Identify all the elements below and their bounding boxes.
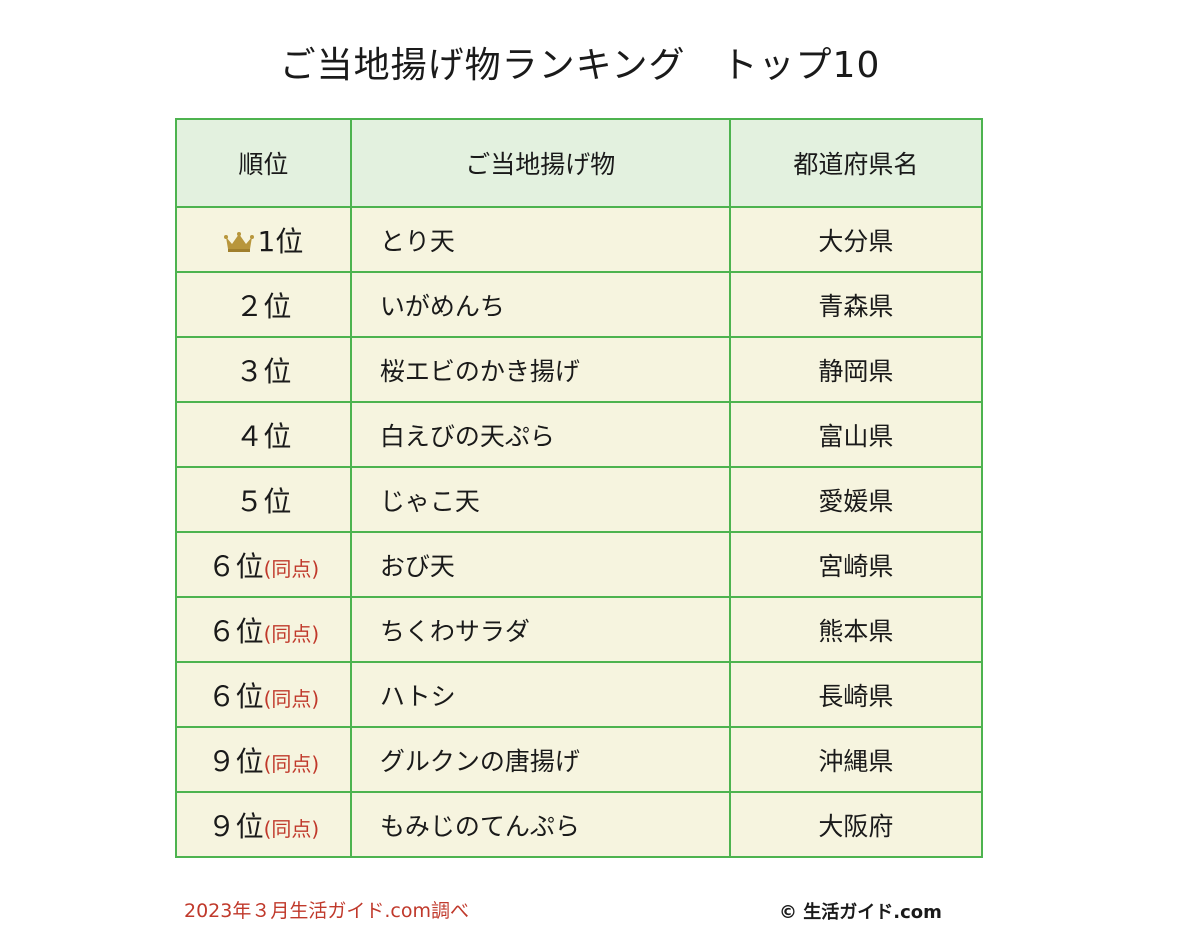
- table-row: ２位 いがめんち 青森県: [175, 271, 984, 338]
- rank-cell: ３位: [175, 336, 352, 403]
- table-row: ９位(同点) もみじのてんぷら 大阪府: [175, 791, 984, 858]
- rank-label: 1位: [257, 224, 304, 258]
- page-title: ご当地揚げ物ランキング トップ10: [0, 36, 1160, 88]
- crown-icon: [223, 230, 254, 259]
- tie-label: (同点): [263, 751, 320, 776]
- prefecture-cell: 静岡県: [728, 336, 984, 403]
- prefecture-cell: 熊本県: [728, 596, 984, 663]
- table-body: 1位 とり天 大分県 ２位 いがめんち 青森県 ３位 桜エビのかき揚げ 静岡県 …: [175, 206, 984, 858]
- prefecture-cell: 長崎県: [728, 661, 984, 728]
- prefecture-cell: 宮崎県: [728, 531, 984, 598]
- rank-label: ２位: [235, 289, 292, 323]
- tie-label: (同点): [263, 816, 320, 841]
- title-sub: トップ10: [721, 45, 881, 86]
- rank-cell: ９位(同点): [175, 791, 352, 858]
- rank-cell: ６位(同点): [175, 596, 352, 663]
- table-row: ６位(同点) ちくわサラダ 熊本県: [175, 596, 984, 663]
- copyright-notice: © 生活ガイド.com: [779, 902, 942, 923]
- rank-cell: ２位: [175, 271, 352, 338]
- food-cell: ハトシ: [349, 661, 731, 728]
- header-rank: 順位: [175, 118, 352, 208]
- ranking-table: 順位 ご当地揚げ物 都道府県名 1位 とり天 大分県: [175, 118, 984, 858]
- prefecture-cell: 大阪府: [728, 791, 984, 858]
- food-cell: 白えびの天ぷら: [349, 401, 731, 468]
- food-cell: とり天: [349, 206, 731, 273]
- food-cell: 桜エビのかき揚げ: [349, 336, 731, 403]
- table-row: 1位 とり天 大分県: [175, 206, 984, 273]
- rank-cell: ４位: [175, 401, 352, 468]
- food-cell: おび天: [349, 531, 731, 598]
- food-cell: ちくわサラダ: [349, 596, 731, 663]
- rank-label: ６位: [207, 679, 264, 713]
- rank-cell: ６位(同点): [175, 661, 352, 728]
- tie-label: (同点): [263, 556, 320, 581]
- food-cell: グルクンの唐揚げ: [349, 726, 731, 793]
- table-row: ６位(同点) おび天 宮崎県: [175, 531, 984, 598]
- table-header-row: 順位 ご当地揚げ物 都道府県名: [175, 118, 984, 208]
- rank-cell: ９位(同点): [175, 726, 352, 793]
- prefecture-cell: 大分県: [728, 206, 984, 273]
- header-food: ご当地揚げ物: [349, 118, 731, 208]
- table-row: ６位(同点) ハトシ 長崎県: [175, 661, 984, 728]
- rank-label: ３位: [235, 354, 292, 388]
- table-row: ４位 白えびの天ぷら 富山県: [175, 401, 984, 468]
- prefecture-cell: 青森県: [728, 271, 984, 338]
- header-prefecture: 都道府県名: [728, 118, 984, 208]
- rank-label: ９位: [207, 809, 264, 843]
- source-note: 2023年３月生活ガイド.com調べ: [184, 900, 469, 922]
- tie-label: (同点): [263, 686, 320, 711]
- table-row: ９位(同点) グルクンの唐揚げ 沖縄県: [175, 726, 984, 793]
- rank-label: ６位: [207, 549, 264, 583]
- food-cell: いがめんち: [349, 271, 731, 338]
- table-row: ５位 じゃこ天 愛媛県: [175, 466, 984, 533]
- rank-label: ６位: [207, 614, 264, 648]
- prefecture-cell: 愛媛県: [728, 466, 984, 533]
- table-row: ３位 桜エビのかき揚げ 静岡県: [175, 336, 984, 403]
- rank-label: ９位: [207, 744, 264, 778]
- prefecture-cell: 沖縄県: [728, 726, 984, 793]
- rank-label: ４位: [235, 419, 292, 453]
- rank-cell: ６位(同点): [175, 531, 352, 598]
- title-main: ご当地揚げ物ランキング: [279, 45, 686, 86]
- food-cell: もみじのてんぷら: [349, 791, 731, 858]
- rank-cell: ５位: [175, 466, 352, 533]
- food-cell: じゃこ天: [349, 466, 731, 533]
- rank-label: ５位: [235, 484, 292, 518]
- prefecture-cell: 富山県: [728, 401, 984, 468]
- rank-cell: 1位: [175, 206, 352, 273]
- tie-label: (同点): [263, 621, 320, 646]
